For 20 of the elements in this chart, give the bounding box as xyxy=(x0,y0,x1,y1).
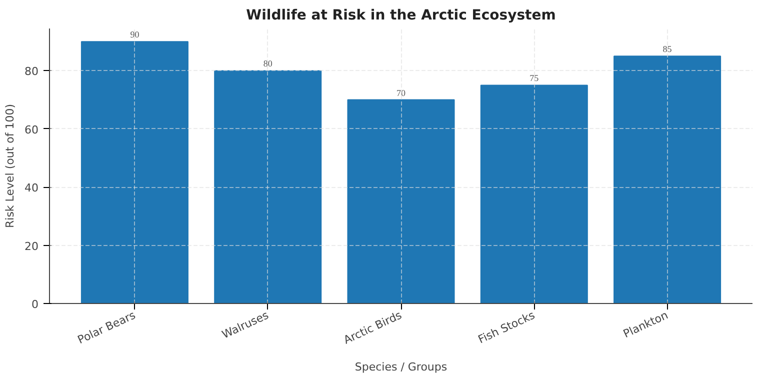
bar xyxy=(80,41,188,304)
y-tick-label: 60 xyxy=(24,123,39,136)
y-tick-label: 80 xyxy=(24,65,39,78)
x-tick-label: Arctic Birds xyxy=(342,308,404,347)
bar xyxy=(347,99,455,304)
bar xyxy=(214,70,322,304)
y-tick-label: 0 xyxy=(32,298,38,311)
x-axis-title: Species / Groups xyxy=(354,360,448,374)
y-axis-title: Risk Level (out of 100) xyxy=(4,104,17,228)
data-label: 70 xyxy=(396,88,406,98)
x-tick-label: Polar Bears xyxy=(76,308,138,347)
bar xyxy=(614,56,722,304)
data-label: 75 xyxy=(530,73,540,84)
y-tick-label: 20 xyxy=(24,240,39,253)
bar xyxy=(480,84,588,304)
data-label: 80 xyxy=(263,58,273,69)
y-tick-label: 40 xyxy=(24,182,39,195)
chart-title: Wildlife at Risk in the Arctic Ecosystem xyxy=(246,8,556,24)
data-label: 85 xyxy=(662,44,672,54)
data-label: 90 xyxy=(130,30,140,40)
